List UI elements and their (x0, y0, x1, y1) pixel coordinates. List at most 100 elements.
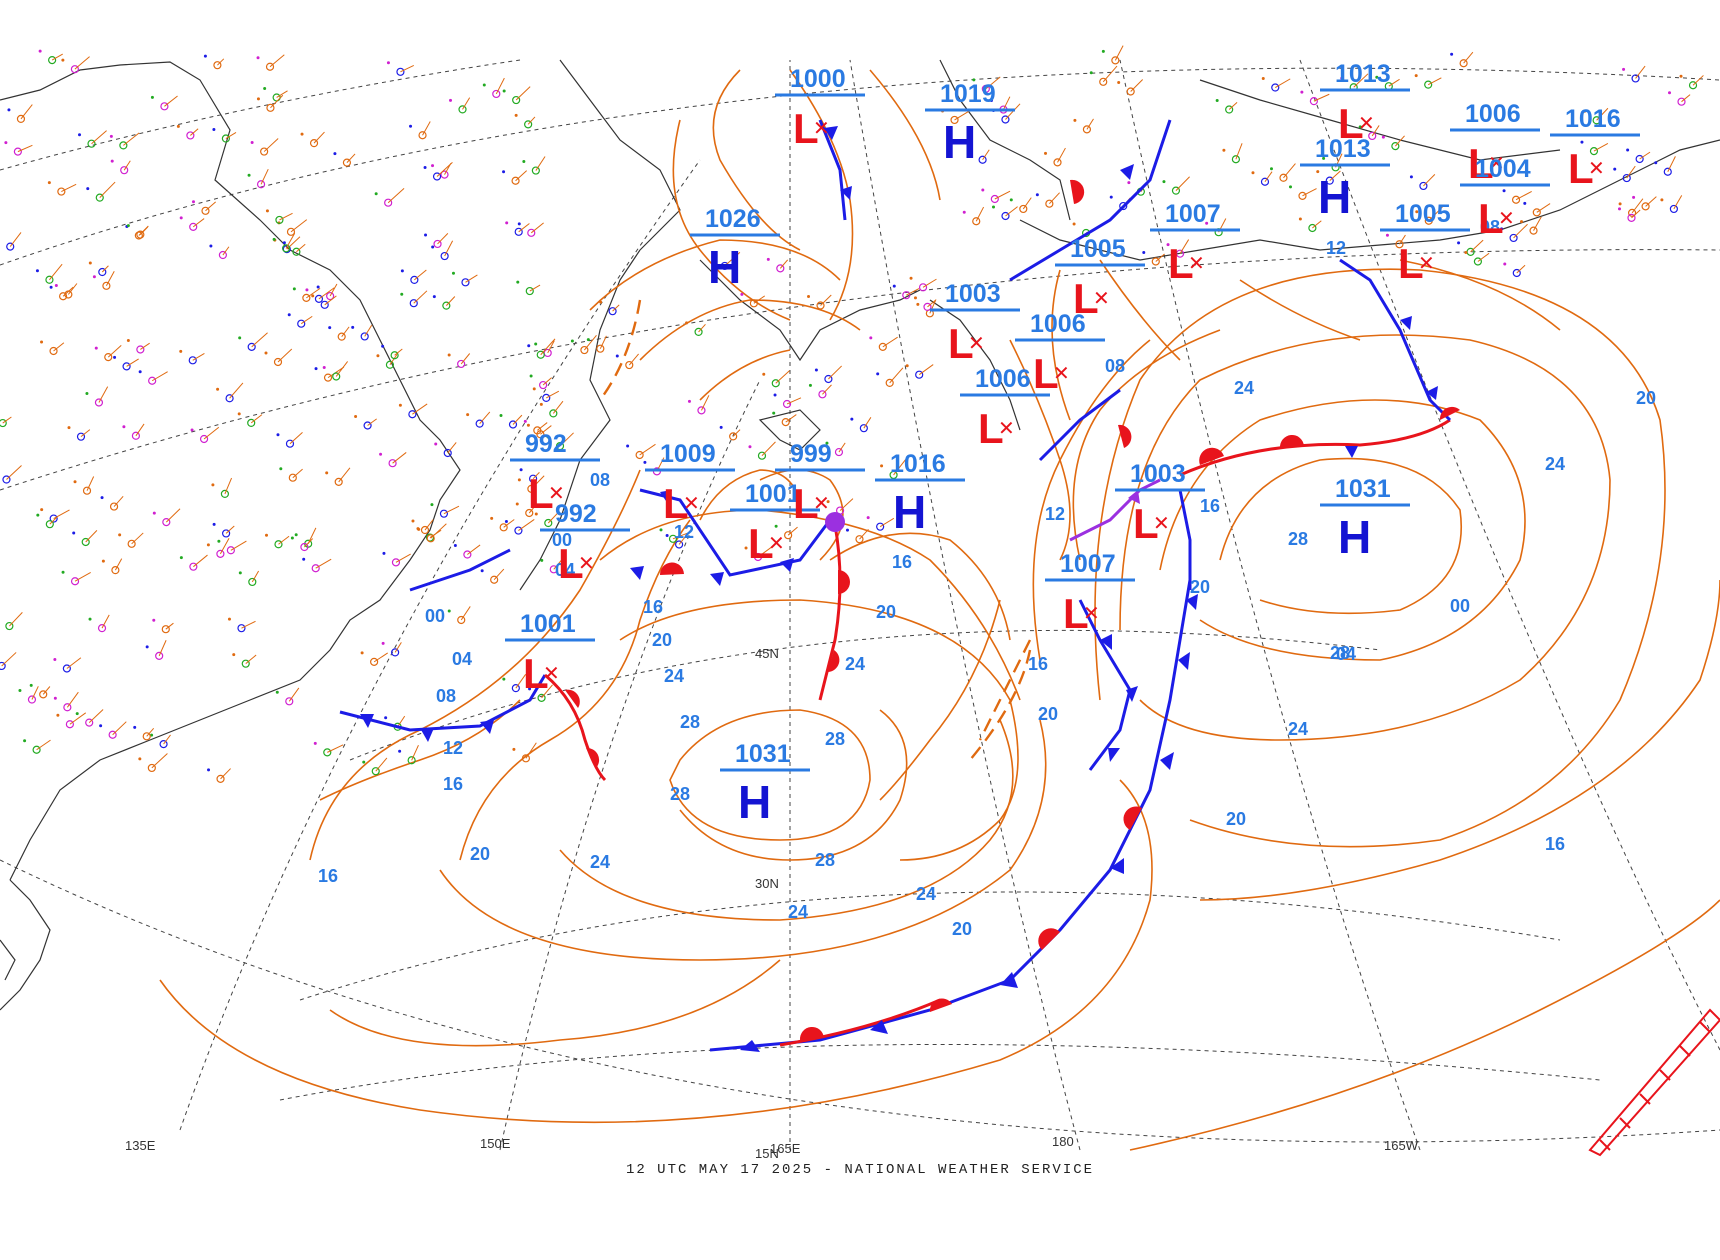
station-plot (529, 374, 552, 390)
station-plot (305, 287, 335, 303)
station-plot (211, 477, 233, 499)
station-plot (1617, 207, 1641, 222)
pressure-centers: L✕1000H1019H1026L✕1007L✕1013H1013L✕1005L… (505, 60, 1640, 828)
station-plot (719, 425, 741, 441)
station-plot (892, 284, 920, 300)
station-plot (1162, 176, 1190, 195)
low-pressure-center: L✕ 1006 (960, 365, 1050, 452)
central-pressure: 1006 (1030, 310, 1086, 338)
station-plot (504, 519, 535, 535)
station-plot (311, 294, 337, 309)
low-pressure-center: L✕ 1005 (1380, 200, 1470, 287)
low-symbol: L (663, 480, 689, 527)
low-center-mark: ✕ (768, 533, 785, 555)
isobar-label: 20 (876, 602, 896, 622)
low-center-mark: ✕ (1188, 253, 1205, 275)
cold-front-south (709, 579, 1192, 1052)
station-plot (480, 568, 505, 584)
central-pressure: 1003 (945, 280, 1001, 308)
isobar-label: 16 (1028, 654, 1048, 674)
low-center-mark: ✕ (683, 493, 700, 515)
station-plot (61, 570, 91, 586)
high-symbol: H (1338, 511, 1371, 563)
station-plot (247, 168, 269, 189)
low-center-mark: ✕ (998, 418, 1015, 440)
station-plot (101, 558, 123, 575)
station-plot (100, 495, 124, 511)
station-plot (1622, 65, 1646, 83)
station-plot (1073, 118, 1094, 134)
low-symbol: L (1063, 590, 1089, 637)
station-plot (191, 200, 217, 215)
low-pressure-center: L✕ 1003 (930, 280, 1020, 367)
station-plot (1215, 99, 1238, 114)
station-plot (432, 295, 456, 310)
station-plot (972, 76, 1001, 93)
station-plot (1117, 79, 1144, 96)
station-plot (905, 364, 934, 379)
lat-label-45n: 45N (755, 646, 779, 661)
station-plot (179, 554, 208, 571)
station-plot (29, 683, 51, 699)
station-plot (825, 441, 846, 457)
low-pressure-center: L✕ 1006 (1015, 310, 1105, 397)
station-plot (23, 739, 51, 754)
station-plot (517, 222, 544, 237)
station-plot (1381, 135, 1405, 151)
isobar-label: 20 (652, 630, 672, 650)
lat-label-15n: 15N (755, 1146, 779, 1161)
station-plot (86, 181, 116, 202)
station-plot (265, 209, 293, 225)
station-plot (263, 86, 288, 102)
station-plot (417, 523, 447, 543)
low-pressure-center: L✕ 1005 (1055, 235, 1145, 322)
low-center-mark: ✕ (968, 333, 985, 355)
isobar-label: 16 (443, 774, 463, 794)
isobar-label: 24 (1545, 454, 1565, 474)
low-symbol: L (558, 540, 584, 587)
station-plot (376, 354, 398, 369)
station-plot (1660, 195, 1683, 214)
central-pressure: 1031 (1335, 475, 1391, 503)
station-plot (88, 261, 109, 277)
isobar-label: 28 (1330, 643, 1350, 663)
station-plot (382, 551, 411, 567)
station-plot (212, 522, 235, 538)
station-plot (150, 733, 171, 749)
high-symbol: H (943, 116, 976, 168)
station-plot (505, 221, 530, 236)
low-center-mark: ✕ (1418, 253, 1435, 275)
station-plot (1457, 239, 1484, 256)
central-pressure: 999 (790, 440, 832, 468)
station-plot (94, 344, 122, 362)
isobar-label: 00 (1450, 596, 1470, 616)
central-pressure: 1019 (940, 80, 996, 108)
high-symbol: H (708, 241, 741, 293)
low-center-mark: ✕ (1093, 288, 1110, 310)
low-center-mark: ✕ (813, 118, 830, 140)
isobar-label: 20 (1190, 577, 1210, 597)
cold-front-ne2 (1038, 388, 1121, 462)
station-plot (292, 287, 321, 302)
low-center-mark: ✕ (1588, 158, 1605, 180)
station-plot (216, 382, 244, 403)
low-symbol: L (748, 520, 774, 567)
low-center-mark: ✕ (1083, 603, 1100, 625)
central-pressure: 1005 (1070, 235, 1126, 263)
station-plot (1288, 185, 1317, 200)
station-plot (49, 285, 74, 301)
station-plot (176, 124, 199, 140)
station-plot (47, 181, 77, 196)
low-symbol: L (793, 480, 819, 527)
station-plot (232, 653, 257, 668)
central-pressure: 1031 (735, 740, 791, 768)
station-plot (962, 206, 985, 226)
low-symbol: L (1073, 275, 1099, 322)
isobar-label: 28 (670, 784, 690, 804)
station-plot (294, 527, 317, 548)
station-plot (238, 332, 268, 351)
low-pressure-center: L✕ 1003 (1115, 460, 1205, 547)
station-plot (774, 524, 798, 540)
central-pressure: 1006 (975, 365, 1031, 393)
station-plot (447, 353, 471, 369)
